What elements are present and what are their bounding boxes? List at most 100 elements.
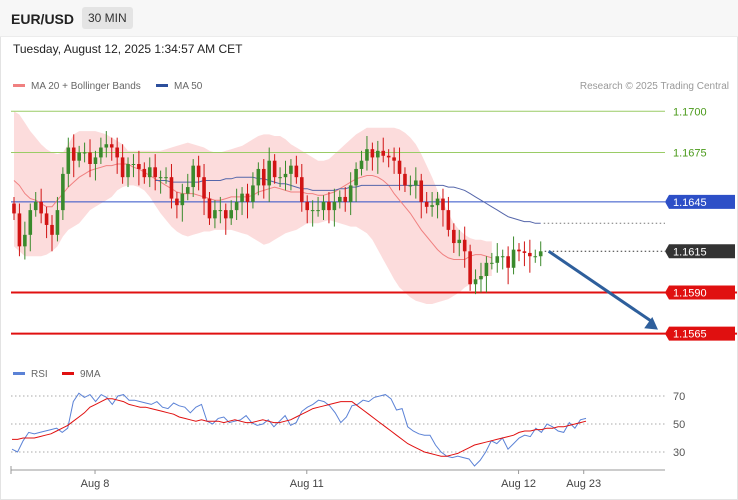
price-tag-text-1.1645: 1.1645 bbox=[673, 197, 707, 209]
candle-body bbox=[348, 185, 353, 202]
price-tag-1.1590 bbox=[665, 285, 735, 300]
candle-body bbox=[66, 147, 71, 174]
candle-body bbox=[196, 165, 201, 178]
candle-body bbox=[338, 196, 342, 202]
candle-body bbox=[77, 152, 81, 161]
candle-body bbox=[256, 168, 261, 186]
candle-body bbox=[305, 201, 310, 211]
candle-body bbox=[126, 164, 130, 178]
candle-body bbox=[175, 198, 179, 206]
candle-body bbox=[223, 210, 228, 219]
legend-ma20: MA 20 + Bollinger Bands bbox=[13, 81, 141, 92]
candle-body bbox=[99, 147, 103, 158]
legend-rsi: RSI bbox=[13, 369, 48, 380]
candle-body bbox=[283, 173, 288, 178]
candle-body bbox=[299, 177, 304, 202]
candle-body bbox=[61, 173, 65, 211]
price-label-1.1700: 1.1700 bbox=[673, 106, 707, 118]
candle-body bbox=[50, 224, 54, 235]
candle-body bbox=[479, 276, 483, 280]
legend-ma50: MA 50 bbox=[156, 81, 202, 92]
price-tag-1.1645 bbox=[665, 194, 735, 209]
candle-body bbox=[137, 164, 141, 169]
ma50-legend-label: MA 50 bbox=[174, 81, 203, 92]
candle-body bbox=[365, 149, 369, 161]
candle-body bbox=[354, 168, 358, 186]
timeframe-button[interactable]: 30 MIN bbox=[82, 7, 133, 29]
price-tags-layer: 1.1700 1.1675 1.1645 1.1615 1.1590 1.1565 bbox=[665, 106, 735, 341]
symbol-label: EUR/USD bbox=[11, 11, 75, 27]
candle-body bbox=[473, 279, 478, 285]
candle-body bbox=[457, 239, 462, 244]
x-tick-label: Aug 8 bbox=[81, 478, 110, 490]
candle-body bbox=[213, 210, 217, 219]
candle-body bbox=[169, 177, 174, 199]
ma9-swatch bbox=[62, 371, 74, 375]
candle-body bbox=[386, 155, 391, 158]
price-tag-1.1565 bbox=[665, 326, 735, 341]
ma50-swatch bbox=[156, 83, 168, 87]
candle-body bbox=[310, 210, 315, 212]
candle-body bbox=[538, 251, 543, 257]
rsi-tick-30: 30 bbox=[673, 447, 685, 459]
credit-text: Research © 2025 Trading Central bbox=[579, 81, 729, 92]
candle-body bbox=[343, 196, 348, 202]
candle-body bbox=[164, 177, 168, 179]
candle-body bbox=[234, 201, 239, 211]
candle-body bbox=[33, 201, 38, 211]
candle-body bbox=[376, 150, 380, 158]
candle-body bbox=[207, 198, 212, 219]
candle-body bbox=[446, 210, 451, 230]
top-bar: EUR/USD 30 MIN bbox=[0, 0, 738, 37]
candle-body bbox=[397, 160, 402, 174]
candle-body bbox=[82, 152, 87, 154]
candle-body bbox=[93, 157, 98, 164]
candle-body bbox=[289, 165, 293, 174]
candle-body bbox=[452, 229, 456, 244]
x-tick-label: Aug 12 bbox=[501, 478, 536, 490]
price-tag-text-1.1590: 1.1590 bbox=[673, 287, 707, 299]
candle-body bbox=[147, 167, 152, 178]
candle-body bbox=[414, 180, 418, 186]
ma9-legend-label: 9MA bbox=[80, 369, 101, 380]
candle-body bbox=[88, 152, 92, 164]
candle-body bbox=[462, 239, 467, 252]
candle-body bbox=[370, 149, 375, 158]
candle-body bbox=[28, 210, 33, 235]
candle-body bbox=[191, 165, 195, 188]
x-axis: Aug 8 Aug 11 Aug 12 Aug 23 bbox=[10, 466, 665, 490]
candle-body bbox=[109, 144, 114, 148]
candles-layer bbox=[12, 131, 543, 295]
candle-body bbox=[408, 185, 413, 187]
candle-body bbox=[522, 251, 527, 253]
candle-body bbox=[278, 177, 282, 179]
x-tick-label: Aug 11 bbox=[290, 478, 324, 490]
candle-body bbox=[441, 198, 445, 211]
price-label-1.1675: 1.1675 bbox=[673, 147, 707, 159]
candle-body bbox=[321, 201, 326, 211]
candle-body bbox=[104, 144, 109, 148]
rsi-line bbox=[11, 392, 587, 467]
candle-body bbox=[435, 198, 440, 206]
timestamp: Tuesday, August 12, 2025 1:34:57 AM CET bbox=[13, 42, 243, 56]
candle-body bbox=[468, 251, 472, 285]
candle-body bbox=[55, 210, 60, 235]
forecast-arrow-layer bbox=[547, 250, 658, 330]
candle-body bbox=[240, 193, 244, 202]
candle-body bbox=[430, 205, 434, 207]
candle-body bbox=[294, 165, 299, 178]
price-levels-layer bbox=[11, 110, 737, 335]
forecast-arrow-shaft bbox=[547, 250, 653, 323]
candle-body bbox=[316, 210, 320, 212]
forecast-arrow-head bbox=[644, 317, 658, 330]
candle-body bbox=[419, 180, 424, 202]
candle-body bbox=[185, 187, 190, 194]
candle-body bbox=[251, 185, 255, 202]
candle-body bbox=[131, 164, 136, 165]
rsi-tick-50: 50 bbox=[673, 419, 685, 431]
candle-body bbox=[39, 201, 43, 214]
candle-body bbox=[142, 168, 147, 178]
candle-body bbox=[533, 256, 538, 258]
rsi-tick-70: 70 bbox=[673, 391, 685, 403]
